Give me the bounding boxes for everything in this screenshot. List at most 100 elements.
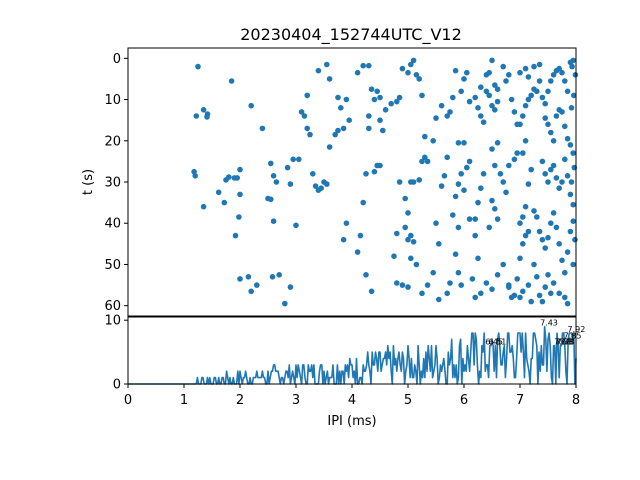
scatter-point	[548, 166, 554, 173]
scatter-point	[568, 105, 575, 111]
scatter-point	[380, 127, 386, 134]
scatter-point	[492, 206, 498, 212]
scatter-point	[517, 69, 523, 76]
scatter-point	[228, 78, 235, 84]
scatter-point	[522, 65, 529, 72]
scatter-point	[553, 224, 560, 231]
scatter-point	[486, 92, 493, 99]
peak-label: 7.73	[557, 338, 575, 347]
scatter-point	[304, 125, 311, 132]
scatter-point	[478, 290, 484, 297]
scatter-point	[517, 294, 523, 301]
scatter-y-tick-label: 50	[104, 258, 121, 273]
scatter-point	[553, 175, 560, 181]
scatter-point	[525, 228, 532, 235]
scatter-point	[433, 115, 439, 121]
scatter-point	[444, 290, 451, 297]
scatter-point	[394, 230, 400, 237]
scatter-point	[494, 86, 501, 92]
scatter-point	[503, 78, 509, 84]
scatter-point	[520, 241, 526, 247]
scatter-point	[447, 280, 453, 286]
scatter-point	[424, 282, 431, 288]
scatter-point	[568, 179, 575, 185]
scatter-point	[436, 296, 442, 303]
scatter-point	[430, 269, 437, 276]
scatter-point	[452, 67, 459, 74]
scatter-y-tick-label: 30	[104, 176, 121, 191]
scatter-point	[517, 121, 523, 128]
scatter-point	[410, 57, 417, 64]
scatter-point	[248, 102, 254, 109]
scatter-points	[191, 57, 579, 307]
scatter-point	[567, 142, 574, 148]
scatter-point	[525, 96, 532, 103]
scatter-point	[528, 298, 534, 305]
chart-title: 20230404_152744UTC_V12	[240, 25, 462, 45]
scatter-point	[405, 210, 411, 216]
scatter-point	[572, 72, 579, 78]
scatter-point	[461, 187, 467, 193]
scatter-point	[450, 212, 456, 218]
scatter-point	[472, 294, 479, 301]
scatter-point	[494, 272, 501, 278]
scatter-point	[539, 236, 546, 243]
scatter-point	[452, 251, 459, 257]
scatter-point	[469, 276, 476, 282]
scatter-point	[458, 88, 465, 95]
scatter-point	[534, 88, 540, 95]
scatter-point	[545, 234, 551, 241]
scatter-point	[545, 272, 551, 278]
scatter-point	[410, 179, 417, 185]
scatter-point	[433, 220, 439, 226]
scatter-point	[472, 94, 479, 101]
scatter-point	[447, 109, 453, 115]
scatter-point	[461, 140, 467, 146]
scatter-point	[525, 282, 532, 288]
scatter-point	[542, 100, 548, 107]
scatter-point	[542, 115, 548, 121]
scatter-point	[531, 261, 537, 268]
scatter-point	[326, 144, 333, 150]
scatter-point	[500, 179, 507, 185]
scatter-point	[567, 191, 574, 198]
peak-label: 6.51	[489, 338, 507, 347]
scatter-point	[200, 107, 207, 113]
scatter-point	[195, 63, 201, 70]
scatter-y-tick-label: 0	[113, 52, 121, 67]
scatter-point	[489, 197, 495, 204]
scatter-point	[508, 96, 515, 103]
scatter-point	[237, 276, 243, 282]
scatter-point	[571, 92, 577, 99]
scatter-y-tick-label: 10	[104, 93, 121, 108]
scatter-point	[363, 272, 369, 278]
scatter-point	[570, 218, 576, 224]
scatter-point	[489, 102, 495, 109]
scatter-point	[489, 286, 495, 293]
scatter-point	[556, 185, 562, 191]
scatter-point	[497, 171, 504, 177]
scatter-point	[478, 84, 484, 90]
scatter-point	[531, 63, 537, 70]
scatter-point	[461, 76, 467, 82]
scatter-point	[335, 127, 341, 134]
scatter-point	[424, 158, 431, 165]
scatter-point	[494, 140, 501, 146]
scatter-point	[408, 232, 414, 239]
histogram-x-axis-label: IPI (ms)	[327, 414, 376, 429]
scatter-point	[539, 94, 546, 101]
scatter-point	[550, 138, 557, 144]
scatter-point	[483, 88, 490, 95]
scatter-point	[556, 65, 562, 72]
scatter-point	[564, 249, 571, 255]
scatter-point	[377, 162, 383, 169]
scatter-point	[520, 214, 526, 220]
scatter-point	[522, 138, 529, 144]
histogram-y-tick-label: 10	[104, 314, 121, 329]
scatter-point	[287, 284, 294, 290]
scatter-point	[276, 272, 283, 278]
scatter-point	[503, 189, 509, 196]
scatter-point	[489, 57, 495, 64]
scatter-point	[301, 113, 308, 119]
scatter-point	[492, 162, 498, 169]
